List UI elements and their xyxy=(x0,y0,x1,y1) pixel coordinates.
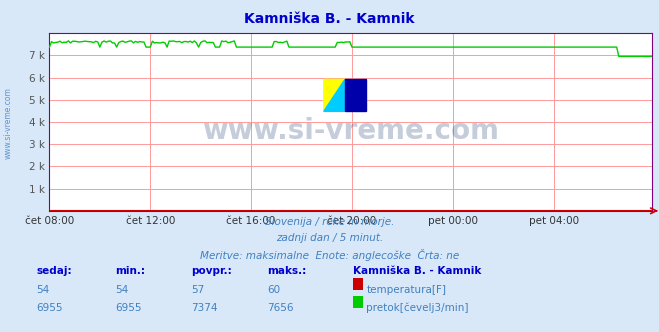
Text: 7656: 7656 xyxy=(267,303,293,313)
Text: 60: 60 xyxy=(267,285,280,295)
Text: www.si-vreme.com: www.si-vreme.com xyxy=(202,117,500,145)
Text: Kamniška B. - Kamnik: Kamniška B. - Kamnik xyxy=(353,266,481,276)
Text: maks.:: maks.: xyxy=(267,266,306,276)
Text: Kamniška B. - Kamnik: Kamniška B. - Kamnik xyxy=(244,12,415,26)
Text: sedaj:: sedaj: xyxy=(36,266,72,276)
Bar xyxy=(345,79,366,111)
Text: www.si-vreme.com: www.si-vreme.com xyxy=(3,87,13,159)
Text: Slovenija / reke in morje.: Slovenija / reke in morje. xyxy=(265,217,394,227)
Text: 57: 57 xyxy=(191,285,204,295)
Text: 6955: 6955 xyxy=(115,303,142,313)
Text: zadnji dan / 5 minut.: zadnji dan / 5 minut. xyxy=(276,233,383,243)
Text: 54: 54 xyxy=(36,285,49,295)
Polygon shape xyxy=(324,79,345,111)
Text: min.:: min.: xyxy=(115,266,146,276)
Text: Meritve: maksimalne  Enote: angleсoške  Črta: ne: Meritve: maksimalne Enote: angleсoške Čr… xyxy=(200,249,459,261)
Text: pretok[čevelj3/min]: pretok[čevelj3/min] xyxy=(366,302,469,313)
Text: 7374: 7374 xyxy=(191,303,217,313)
Text: 54: 54 xyxy=(115,285,129,295)
Text: 6955: 6955 xyxy=(36,303,63,313)
Polygon shape xyxy=(324,79,345,111)
Text: povpr.:: povpr.: xyxy=(191,266,232,276)
Text: temperatura[F]: temperatura[F] xyxy=(366,285,446,295)
